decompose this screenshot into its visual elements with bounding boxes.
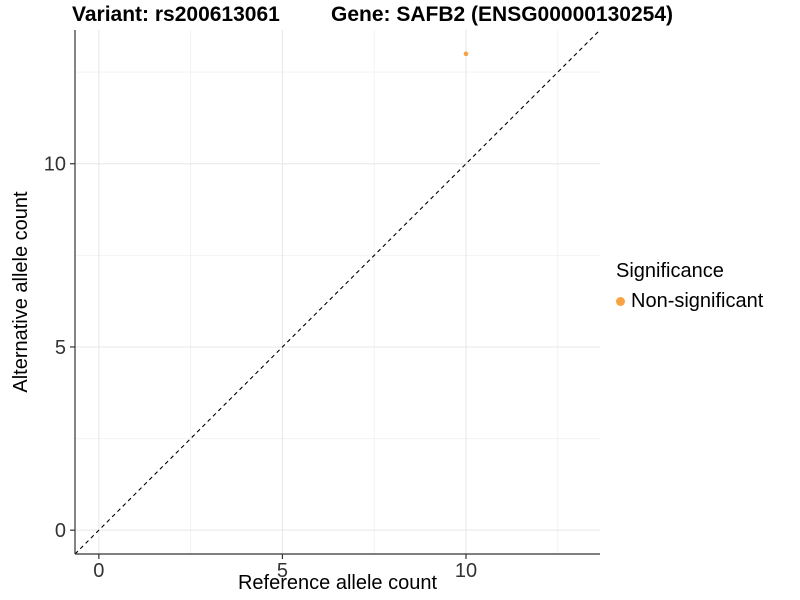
- y-axis-title: Alternative allele count: [10, 191, 32, 393]
- plot-title-gene: Gene: SAFB2 (ENSG00000130254): [331, 3, 673, 26]
- legend: Significance Non-significant: [616, 260, 763, 313]
- legend-point-icon: [616, 297, 625, 306]
- data-point: [463, 51, 469, 57]
- legend-title: Significance: [616, 260, 724, 282]
- x-tick-label: 0: [93, 560, 104, 582]
- legend-item-label: Non-significant: [631, 290, 764, 312]
- y-tick-label: 0: [55, 520, 66, 542]
- identity-dashed-line: [74, 29, 601, 555]
- x-tick-label: 10: [455, 560, 477, 582]
- x-tick-label: 5: [277, 560, 288, 582]
- y-tick-label: 5: [55, 337, 66, 359]
- x-axis-title: Reference allele count: [237, 572, 437, 594]
- y-tick-label: 10: [44, 154, 66, 176]
- plot-title-variant: Variant: rs200613061: [72, 3, 280, 26]
- legend-item: Non-significant: [616, 290, 763, 313]
